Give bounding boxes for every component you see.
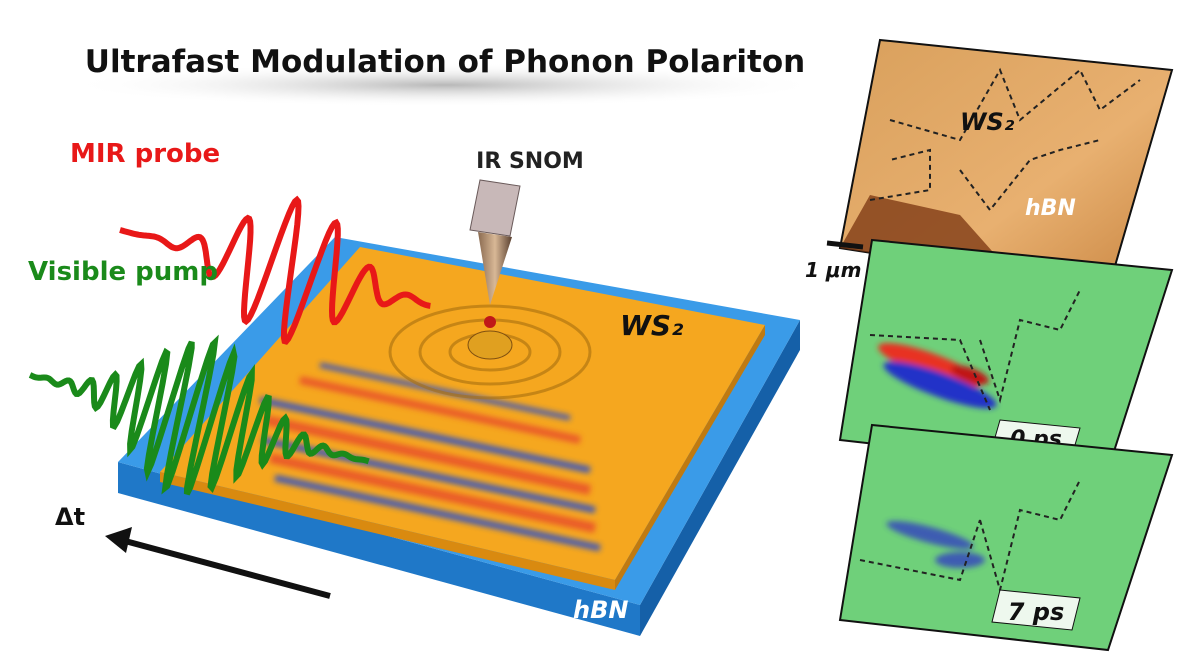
- time-arrow: [105, 527, 331, 599]
- label: IR SNOM: [476, 149, 584, 174]
- title-shadow: [65, 63, 825, 107]
- panel-label: hBN: [1025, 196, 1076, 221]
- panel-label: 7 ps: [1008, 598, 1065, 626]
- label: MIR probe: [70, 139, 220, 169]
- label: Visible pump: [28, 257, 218, 287]
- probe-wave: [119, 195, 431, 345]
- panel-label: WS₂: [960, 108, 1015, 136]
- label: hBN: [573, 596, 628, 624]
- label: Δt: [55, 503, 85, 531]
- scale-bar: [826, 240, 864, 250]
- panel: 7 ps: [838, 423, 1174, 652]
- scale-bar-label: 1 μm: [805, 258, 861, 282]
- panel: WS₂ hBN: [838, 38, 1174, 292]
- title: Ultrafast Modulation of Phonon Polariton: [85, 44, 805, 80]
- snom-tip: [469, 179, 521, 305]
- label: WS₂: [620, 309, 684, 342]
- pump-wave: [28, 334, 370, 496]
- sample-stack: [118, 237, 800, 636]
